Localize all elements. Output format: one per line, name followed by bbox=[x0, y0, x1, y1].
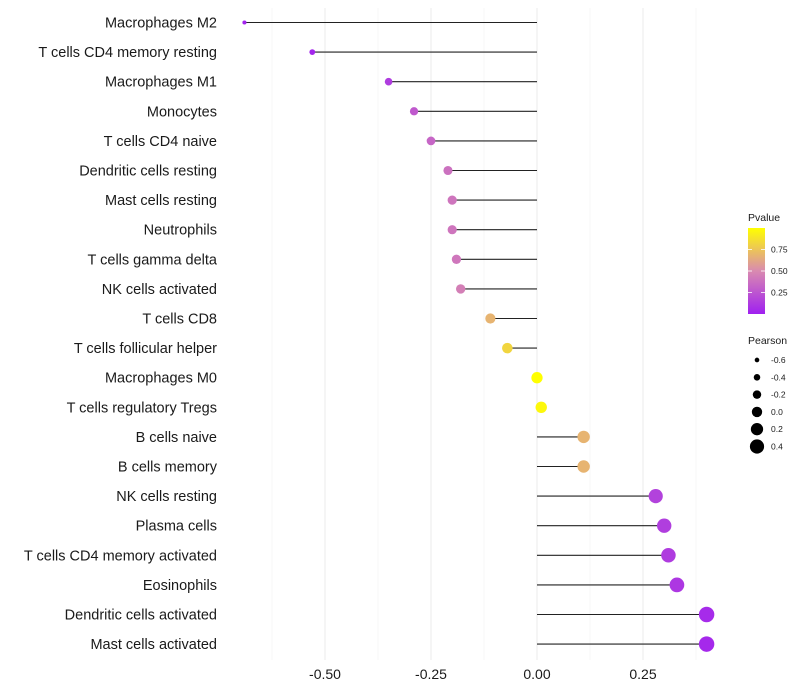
lollipop-point bbox=[577, 460, 590, 473]
y-tick-label: NK cells resting bbox=[116, 489, 217, 505]
y-tick-label: Mast cells activated bbox=[90, 637, 217, 653]
y-tick-label: Macrophages M0 bbox=[105, 371, 217, 387]
lollipop-point bbox=[698, 606, 715, 623]
y-tick-label: Neutrophils bbox=[144, 223, 217, 239]
y-tick-label: B cells naive bbox=[136, 430, 217, 446]
size-legend-label: -0.2 bbox=[771, 390, 786, 400]
y-tick-label: T cells follicular helper bbox=[74, 341, 217, 357]
pvalue-legend-title: Pvalue bbox=[748, 212, 780, 224]
y-tick-label: Macrophages M2 bbox=[105, 16, 217, 32]
x-tick-label: -0.25 bbox=[415, 666, 447, 682]
y-tick-label: T cells CD4 memory activated bbox=[24, 548, 217, 564]
colorbar-tick-label: 0.75 bbox=[771, 245, 788, 255]
x-tick-label: 0.00 bbox=[523, 666, 550, 682]
size-legend-key bbox=[750, 423, 764, 436]
pvalue-legend: Pvalue 0.25 0.50 0.75 bbox=[748, 212, 788, 314]
pearson-legend: Pearson -0.6 -0.4 -0.2 0.0 0.2 0.4 bbox=[748, 335, 787, 454]
size-legend-label: 0.2 bbox=[771, 424, 783, 434]
lollipop-point bbox=[443, 165, 453, 176]
x-tick-label: -0.50 bbox=[309, 666, 341, 682]
size-legend-key bbox=[749, 439, 765, 454]
lollipop-point bbox=[577, 430, 590, 444]
colorbar-tick-label: 0.50 bbox=[771, 266, 788, 276]
grid-lines bbox=[271, 8, 697, 660]
size-legend-label: -0.6 bbox=[771, 355, 786, 365]
y-tick-label: T cells CD8 bbox=[142, 312, 217, 328]
size-legend-label: 0.4 bbox=[771, 442, 783, 452]
y-tick-label: NK cells activated bbox=[102, 282, 217, 298]
points bbox=[242, 20, 715, 652]
lollipop-point bbox=[669, 577, 685, 593]
y-tick-label: T cells gamma delta bbox=[88, 252, 218, 268]
y-tick-label: Plasma cells bbox=[136, 519, 217, 535]
lollipop-point bbox=[384, 77, 393, 86]
size-legend-label: 0.0 bbox=[771, 407, 783, 417]
lollipop-point bbox=[657, 518, 672, 533]
lollipop-point bbox=[409, 107, 419, 116]
stems bbox=[244, 21, 707, 645]
lollipop-point bbox=[531, 372, 543, 384]
y-tick-label: T cells regulatory Tregs bbox=[67, 400, 217, 416]
lollipop-point bbox=[309, 49, 316, 55]
y-tick-label: Dendritic cells activated bbox=[65, 608, 217, 624]
pvalue-colorbar bbox=[748, 228, 765, 314]
y-tick-label: T cells CD4 naive bbox=[104, 134, 217, 150]
y-tick-label: Dendritic cells resting bbox=[79, 164, 217, 180]
pearson-legend-title: Pearson bbox=[748, 335, 787, 347]
size-legend-key bbox=[754, 357, 760, 363]
size-legend-label: -0.4 bbox=[771, 372, 786, 382]
lollipop-point bbox=[502, 342, 513, 354]
x-axis-ticks: -0.50 -0.25 0.00 0.25 bbox=[309, 666, 657, 682]
y-tick-label: Mast cells resting bbox=[105, 193, 217, 209]
lollipop-point bbox=[455, 284, 466, 294]
y-tick-label: Macrophages M1 bbox=[105, 75, 217, 91]
lollipop-point bbox=[485, 313, 496, 324]
size-legend-key bbox=[751, 406, 763, 418]
y-axis-labels: Macrophages M2 T cells CD4 memory resting… bbox=[24, 16, 218, 654]
y-tick-label: T cells CD4 memory resting bbox=[38, 45, 217, 61]
size-legend-key bbox=[753, 374, 761, 381]
y-tick-label: Monocytes bbox=[147, 104, 217, 120]
lollipop-point bbox=[447, 225, 457, 235]
lollipop-point bbox=[451, 254, 462, 264]
size-legend-key bbox=[752, 390, 762, 399]
lollipop-point bbox=[535, 401, 547, 413]
x-tick-label: 0.25 bbox=[629, 666, 656, 682]
y-tick-label: Eosinophils bbox=[143, 578, 217, 594]
lollipop-point bbox=[698, 636, 715, 652]
lollipop-point bbox=[648, 489, 663, 504]
lollipop-point bbox=[426, 136, 436, 146]
y-tick-label: B cells memory bbox=[118, 460, 218, 476]
lollipop-point bbox=[661, 548, 676, 563]
lollipop-point bbox=[242, 20, 247, 25]
lollipop-point bbox=[447, 195, 457, 205]
colorbar-tick-label: 0.25 bbox=[771, 288, 788, 298]
